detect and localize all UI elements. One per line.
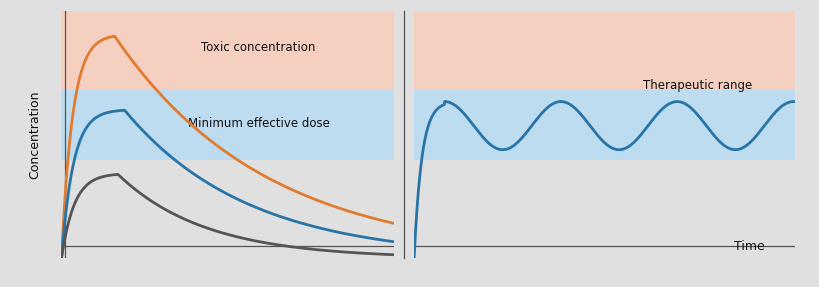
Bar: [61, 90, 393, 160]
Text: Therapeutic range: Therapeutic range: [642, 79, 751, 92]
Bar: [414, 90, 794, 160]
Bar: [414, 160, 794, 258]
Bar: [414, 11, 794, 90]
Text: Minimum effective dose: Minimum effective dose: [188, 117, 329, 130]
Text: Time: Time: [733, 241, 764, 253]
Bar: [61, 11, 393, 90]
Text: Concentration: Concentration: [29, 91, 42, 179]
Bar: [61, 160, 393, 258]
Text: Toxic concentration: Toxic concentration: [201, 41, 315, 54]
